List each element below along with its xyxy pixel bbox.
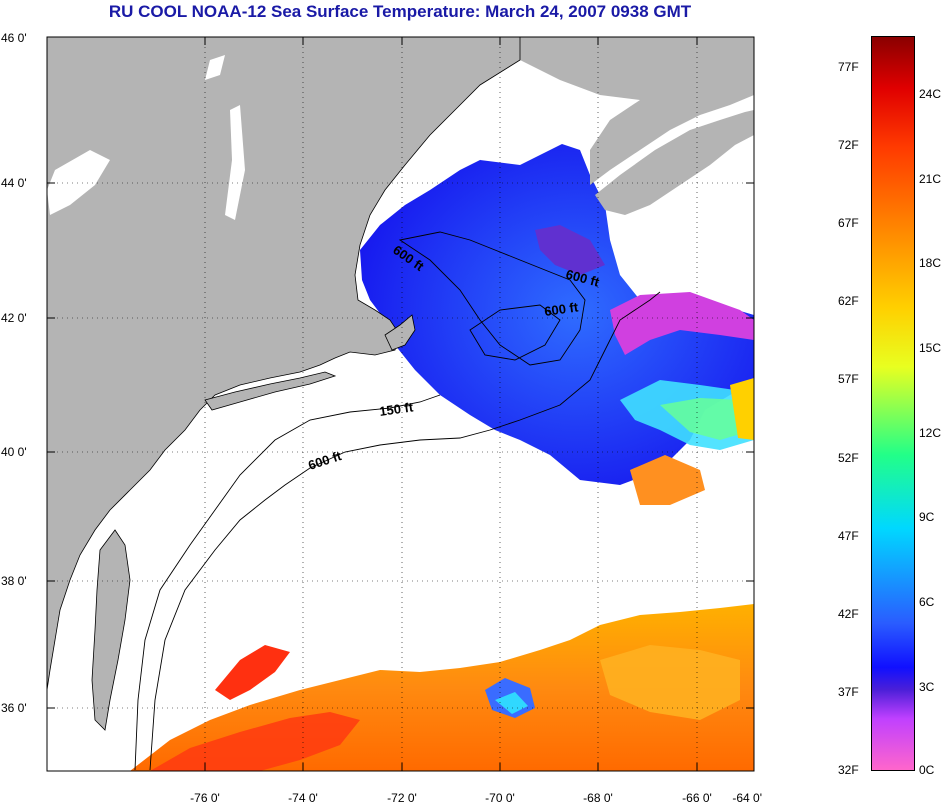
cb-label-52f: 52F xyxy=(838,451,859,465)
cold-pocket-magenta xyxy=(610,292,754,355)
lat-label-44: 44 0' xyxy=(1,176,27,190)
lon-label-70: -70 0' xyxy=(485,791,515,805)
cb-label-57f: 57F xyxy=(838,372,859,386)
coastal-clouds xyxy=(480,105,600,165)
cb-label-21c: 21C xyxy=(919,172,942,186)
contour-georges xyxy=(469,304,561,361)
bathymetry-contours xyxy=(134,231,661,771)
map-frame xyxy=(46,36,755,772)
lon-label-74: -74 0' xyxy=(288,791,318,805)
cb-label-42f: 42F xyxy=(838,607,859,621)
cool-eddy-cyan xyxy=(495,692,528,714)
lon-label-66: -66 0' xyxy=(682,791,712,805)
cb-label-32f: 32F xyxy=(838,763,859,777)
cb-label-15c: 15C xyxy=(919,341,942,355)
slope-water-green xyxy=(660,398,754,440)
contour-600ft-gom xyxy=(398,231,586,366)
lat-label-42: 42 0' xyxy=(1,311,27,325)
contour-label-gom-mid: 600 ft xyxy=(543,299,579,319)
cb-label-9c: 9C xyxy=(919,510,935,524)
cb-label-6c: 6C xyxy=(919,595,935,609)
us-mainland xyxy=(47,37,521,691)
lat-label-46: 46 0' xyxy=(1,31,27,45)
lat-label-40: 40 0' xyxy=(1,445,27,459)
cb-label-77f: 77F xyxy=(838,60,859,74)
cb-label-62f: 62F xyxy=(838,294,859,308)
nova-scotia-peninsula xyxy=(595,110,754,215)
cb-label-18c: 18C xyxy=(919,256,942,270)
lon-label-68: -68 0' xyxy=(583,791,613,805)
warm-eddy xyxy=(730,378,754,440)
lon-label-76: -76 0' xyxy=(190,791,220,805)
inland-lake-2 xyxy=(205,55,225,80)
delmarva-peninsula xyxy=(91,529,131,731)
lat-label-38: 38 0' xyxy=(1,574,27,588)
nova-scotia-land xyxy=(520,37,754,185)
lon-label-64: -64 0' xyxy=(732,791,762,805)
cb-label-12c: 12C xyxy=(919,426,942,440)
warm-patch-west xyxy=(215,645,290,700)
cb-label-67f: 67F xyxy=(838,216,859,230)
cold-pocket-purple xyxy=(535,225,605,275)
temperature-colorbar xyxy=(871,36,915,771)
axis-ticks xyxy=(47,37,754,771)
long-island xyxy=(204,371,337,411)
cb-label-37f: 37F xyxy=(838,685,859,699)
contour-600ft-shelf xyxy=(149,291,661,771)
cb-label-3c: 3C xyxy=(919,680,935,694)
contour-150ft-shelf xyxy=(134,394,441,771)
lat-label-36: 36 0' xyxy=(1,701,27,715)
contour-label-150: 150 ft xyxy=(378,399,414,419)
gulf-stream-red-band xyxy=(150,712,360,771)
cb-label-47f: 47F xyxy=(838,529,859,543)
cb-label-24c: 24C xyxy=(919,87,942,101)
lon-label-72: -72 0' xyxy=(387,791,417,805)
orange-patch-east xyxy=(600,645,740,720)
warm-core xyxy=(630,455,705,505)
map-title: RU COOL NOAA-12 Sea Surface Temperature:… xyxy=(108,2,692,21)
cb-label-0c: 0C xyxy=(919,763,935,777)
cb-label-72f: 72F xyxy=(838,138,859,152)
cape-cod xyxy=(384,314,416,351)
inland-lake-1 xyxy=(47,150,110,215)
inland-lake-3 xyxy=(225,105,245,220)
